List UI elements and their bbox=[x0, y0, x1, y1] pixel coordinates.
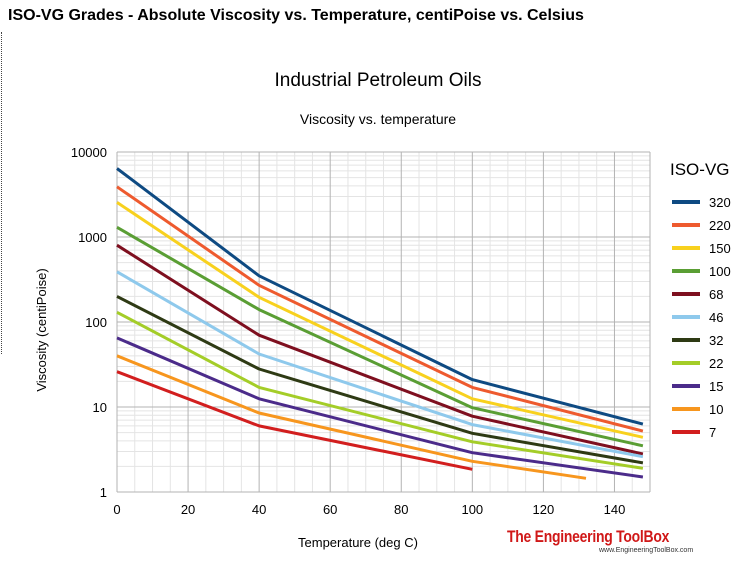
series-line-220 bbox=[116, 185, 644, 433]
series-line-68 bbox=[116, 243, 644, 456]
x-tick-label: 40 bbox=[252, 502, 266, 517]
legend-label-32: 32 bbox=[709, 333, 723, 348]
legend-label-22: 22 bbox=[709, 356, 723, 371]
legend-label-10: 10 bbox=[709, 402, 723, 417]
brand-name: The Engineering ToolBox bbox=[507, 527, 670, 546]
y-tick-label: 100 bbox=[85, 315, 107, 330]
series-line-150 bbox=[116, 201, 644, 439]
legend-title: ISO-VG bbox=[670, 160, 730, 179]
x-tick-label: 0 bbox=[113, 502, 120, 517]
series-line-32 bbox=[116, 295, 644, 465]
brand-url: www.EngineeringToolBox.com bbox=[599, 547, 694, 554]
legend-label-320: 320 bbox=[709, 195, 731, 210]
legend-label-100: 100 bbox=[709, 264, 731, 279]
x-tick-label: 80 bbox=[394, 502, 408, 517]
series-line-100 bbox=[116, 226, 644, 448]
y-axis-label: Viscosity (centiPoise) bbox=[34, 268, 49, 391]
axis-layer: 0 20 40 60 80 100 120 140 1 10 100 1000 10000 bbox=[71, 145, 625, 517]
y-tick-label: 1000 bbox=[78, 230, 107, 245]
y-tick-label: 1 bbox=[100, 485, 107, 500]
brand-logo: The Engineering ToolBox www.EngineeringT… bbox=[507, 527, 705, 554]
series-line-7 bbox=[116, 370, 473, 471]
legend: ISO-VG 320 220 150 100 68 46 32 22 15 10 7 bbox=[670, 160, 731, 440]
series-layer bbox=[116, 167, 644, 480]
x-tick-label: 60 bbox=[323, 502, 337, 517]
series-line-22 bbox=[116, 310, 644, 470]
page-divider bbox=[1, 32, 2, 354]
legend-label-7: 7 bbox=[709, 425, 716, 440]
series-line-15 bbox=[116, 336, 644, 479]
y-tick-label: 10 bbox=[93, 400, 107, 415]
x-axis-label: Temperature (deg C) bbox=[298, 535, 418, 550]
x-tick-label: 100 bbox=[461, 502, 483, 517]
x-tick-label: 20 bbox=[181, 502, 195, 517]
x-tick-label: 140 bbox=[604, 502, 626, 517]
y-tick-label: 10000 bbox=[71, 145, 107, 160]
legend-label-150: 150 bbox=[709, 241, 731, 256]
series-line-46 bbox=[116, 270, 644, 459]
series-line-320 bbox=[116, 167, 644, 426]
legend-label-220: 220 bbox=[709, 218, 731, 233]
legend-label-15: 15 bbox=[709, 379, 723, 394]
legend-label-46: 46 bbox=[709, 310, 723, 325]
chart-subtitle: Viscosity vs. temperature bbox=[300, 111, 456, 127]
series-line-10 bbox=[116, 354, 587, 480]
chart-title: Industrial Petroleum Oils bbox=[275, 70, 482, 91]
legend-label-68: 68 bbox=[709, 287, 723, 302]
page-heading: ISO-VG Grades - Absolute Viscosity vs. T… bbox=[8, 7, 584, 24]
x-tick-label: 120 bbox=[533, 502, 555, 517]
